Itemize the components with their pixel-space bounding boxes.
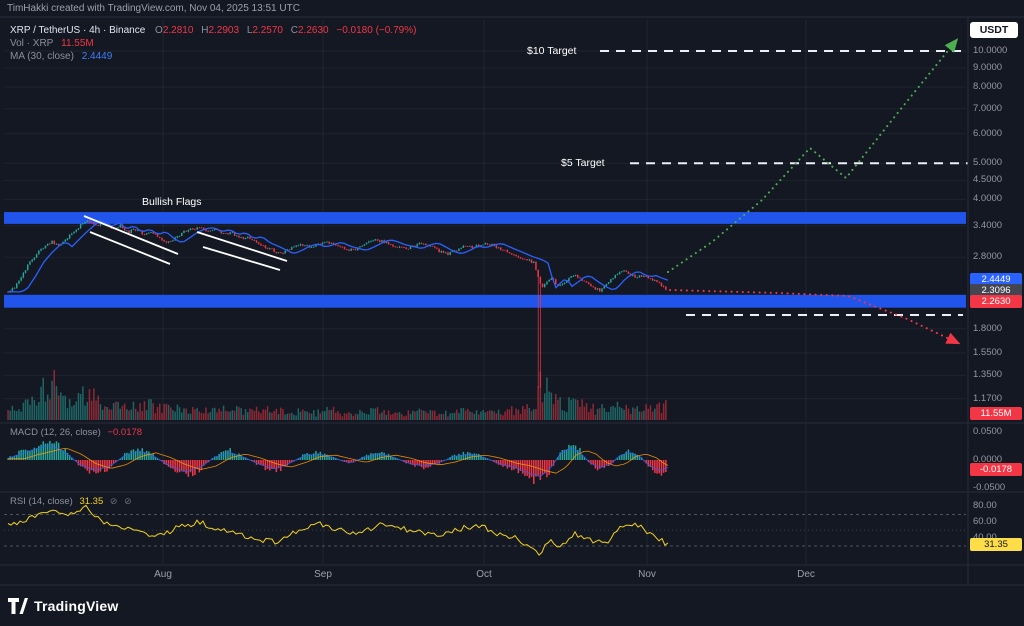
bullish-flags-label: Bullish Flags	[142, 196, 202, 208]
rsi-badge: 31.35	[970, 538, 1022, 552]
prev-level-badge: 2.3096	[970, 283, 1022, 297]
macd-indicator-label[interactable]: MACD (12, 26, close)	[10, 427, 101, 438]
time-tick: Dec	[797, 569, 815, 580]
price-tick: 1.5500	[973, 347, 1003, 358]
visibility-icon[interactable]: ⊘	[109, 496, 118, 506]
macd-tick: -0.0500	[973, 482, 1006, 493]
rsi-indicator-label[interactable]: RSI (14, close)	[10, 496, 73, 507]
rsi-tick: 80.00	[973, 500, 997, 512]
time-tick: Oct	[476, 569, 492, 580]
symbol-title[interactable]: XRP / TetherUS · 4h · Binance	[10, 25, 146, 36]
ohlc-open: O2.2810	[155, 25, 194, 36]
price-tick: 4.0000	[973, 193, 1003, 205]
rsi-value: 31.35	[79, 496, 104, 507]
price-tick: 8.0000	[973, 81, 1003, 93]
time-tick: Aug	[154, 569, 172, 580]
chart-legend: XRP / TetherUS · 4h · Binance O2.2810 H2…	[10, 24, 416, 63]
price-tick: 5.0000	[973, 157, 1003, 169]
rsi-legend: RSI (14, close) 31.35 ⊘ ⊘	[10, 496, 132, 507]
ma-value: 2.4449	[81, 51, 113, 62]
target-5-label: $5 Target	[561, 157, 605, 169]
ma-badge: 2.4449	[970, 272, 1022, 286]
volume-badge: 11.55M	[970, 406, 1022, 420]
footer-brand[interactable]: TradingView	[8, 597, 118, 615]
ohlc-high: H2.2903	[201, 25, 240, 36]
price-tick: 2.8000	[973, 251, 1003, 263]
macd-tick: 0.0500	[973, 426, 1003, 437]
ma-row: MA (30, close) 2.4449	[10, 50, 416, 63]
price-tick: 1.1700	[973, 392, 1003, 404]
volume-row: Vol · XRP 11.55M	[10, 37, 416, 50]
price-tick: 9.0000	[973, 62, 1003, 74]
volume-value: 11.55M	[61, 38, 94, 49]
ohlc-low: L2.2570	[246, 25, 283, 36]
macd-badge: -0.0178	[970, 463, 1022, 477]
settings-icon[interactable]: ⊘	[124, 496, 132, 506]
macd-legend: MACD (12, 26, close) −0.0178	[10, 427, 142, 438]
price-tick: 1.8000	[973, 322, 1003, 334]
tradingview-logo-icon	[8, 598, 28, 614]
last-price-badge: 2.2630	[970, 294, 1022, 308]
macd-value: −0.0178	[107, 427, 143, 438]
time-tick: Nov	[638, 569, 656, 580]
price-tick: 1.3500	[973, 369, 1003, 381]
target-10-label: $10 Target	[527, 45, 577, 57]
ma-indicator-label[interactable]: MA (30, close)	[10, 51, 74, 62]
rsi-tick: 40.00	[973, 533, 997, 543]
symbol-row: XRP / TetherUS · 4h · Binance O2.2810 H2…	[10, 24, 416, 37]
price-tick: 4.5000	[973, 174, 1003, 186]
price-tick: 3.4000	[973, 219, 1003, 231]
time-tick: Sep	[314, 569, 332, 580]
price-tick: 6.0000	[973, 127, 1003, 139]
currency-toggle-button[interactable]: USDT	[970, 22, 1018, 38]
price-change: −0.0180 (−0.79%)	[336, 25, 417, 36]
price-tick: 7.0000	[973, 102, 1003, 114]
tradingview-wordmark: TradingView	[34, 598, 119, 614]
volume-indicator-label[interactable]: Vol · XRP	[10, 38, 54, 49]
price-tick: 10.0000	[973, 45, 1008, 56]
ohlc-close: C2.2630	[290, 25, 329, 36]
rsi-tick: 60.00	[973, 516, 997, 528]
attribution-text: TimHakki created with TradingView.com, N…	[7, 3, 300, 14]
macd-tick: 0.0000	[973, 454, 1003, 465]
